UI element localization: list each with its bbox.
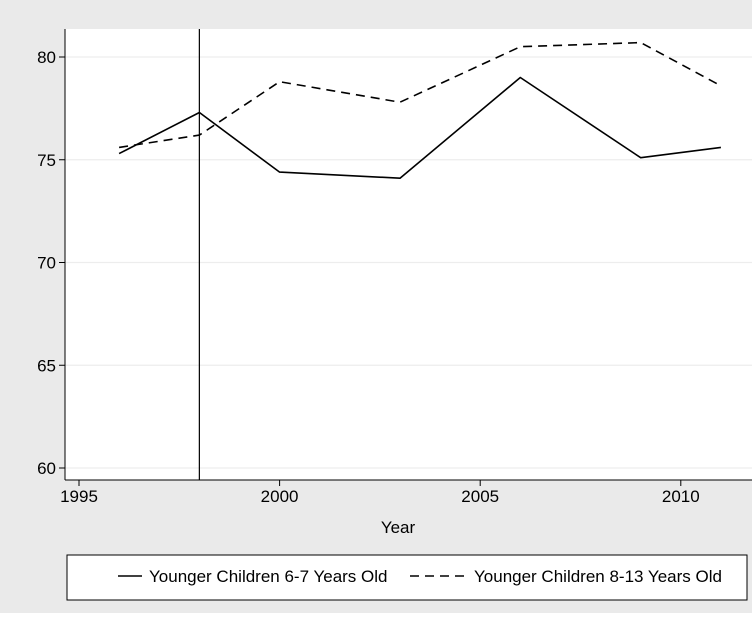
plot-area bbox=[65, 29, 752, 480]
legend-label-2: Younger Children 8-13 Years Old bbox=[474, 567, 722, 586]
x-tick-label-2010: 2010 bbox=[662, 487, 700, 506]
x-tick-label-1995: 1995 bbox=[60, 487, 98, 506]
x-axis-label: Year bbox=[381, 518, 416, 537]
legend-label-1: Younger Children 6-7 Years Old bbox=[149, 567, 387, 586]
y-tick-label-75: 75 bbox=[37, 151, 56, 170]
series-line-2 bbox=[118, 41, 722, 149]
series-line-1 bbox=[118, 76, 722, 179]
axes: 60 65 70 75 80 1995 2000 2005 2010 bbox=[37, 29, 752, 506]
series-lines bbox=[118, 41, 722, 179]
y-tick-label-80: 80 bbox=[37, 48, 56, 67]
legend-box bbox=[66, 554, 748, 601]
grid-lines bbox=[65, 56, 752, 469]
y-tick-label-60: 60 bbox=[37, 459, 56, 478]
x-tick-label-2000: 2000 bbox=[261, 487, 299, 506]
y-tick-label-70: 70 bbox=[37, 254, 56, 273]
x-tick-label-2005: 2005 bbox=[461, 487, 499, 506]
y-tick-label-65: 65 bbox=[37, 356, 56, 375]
legend: Younger Children 6-7 Years Old Younger Ch… bbox=[66, 554, 748, 601]
